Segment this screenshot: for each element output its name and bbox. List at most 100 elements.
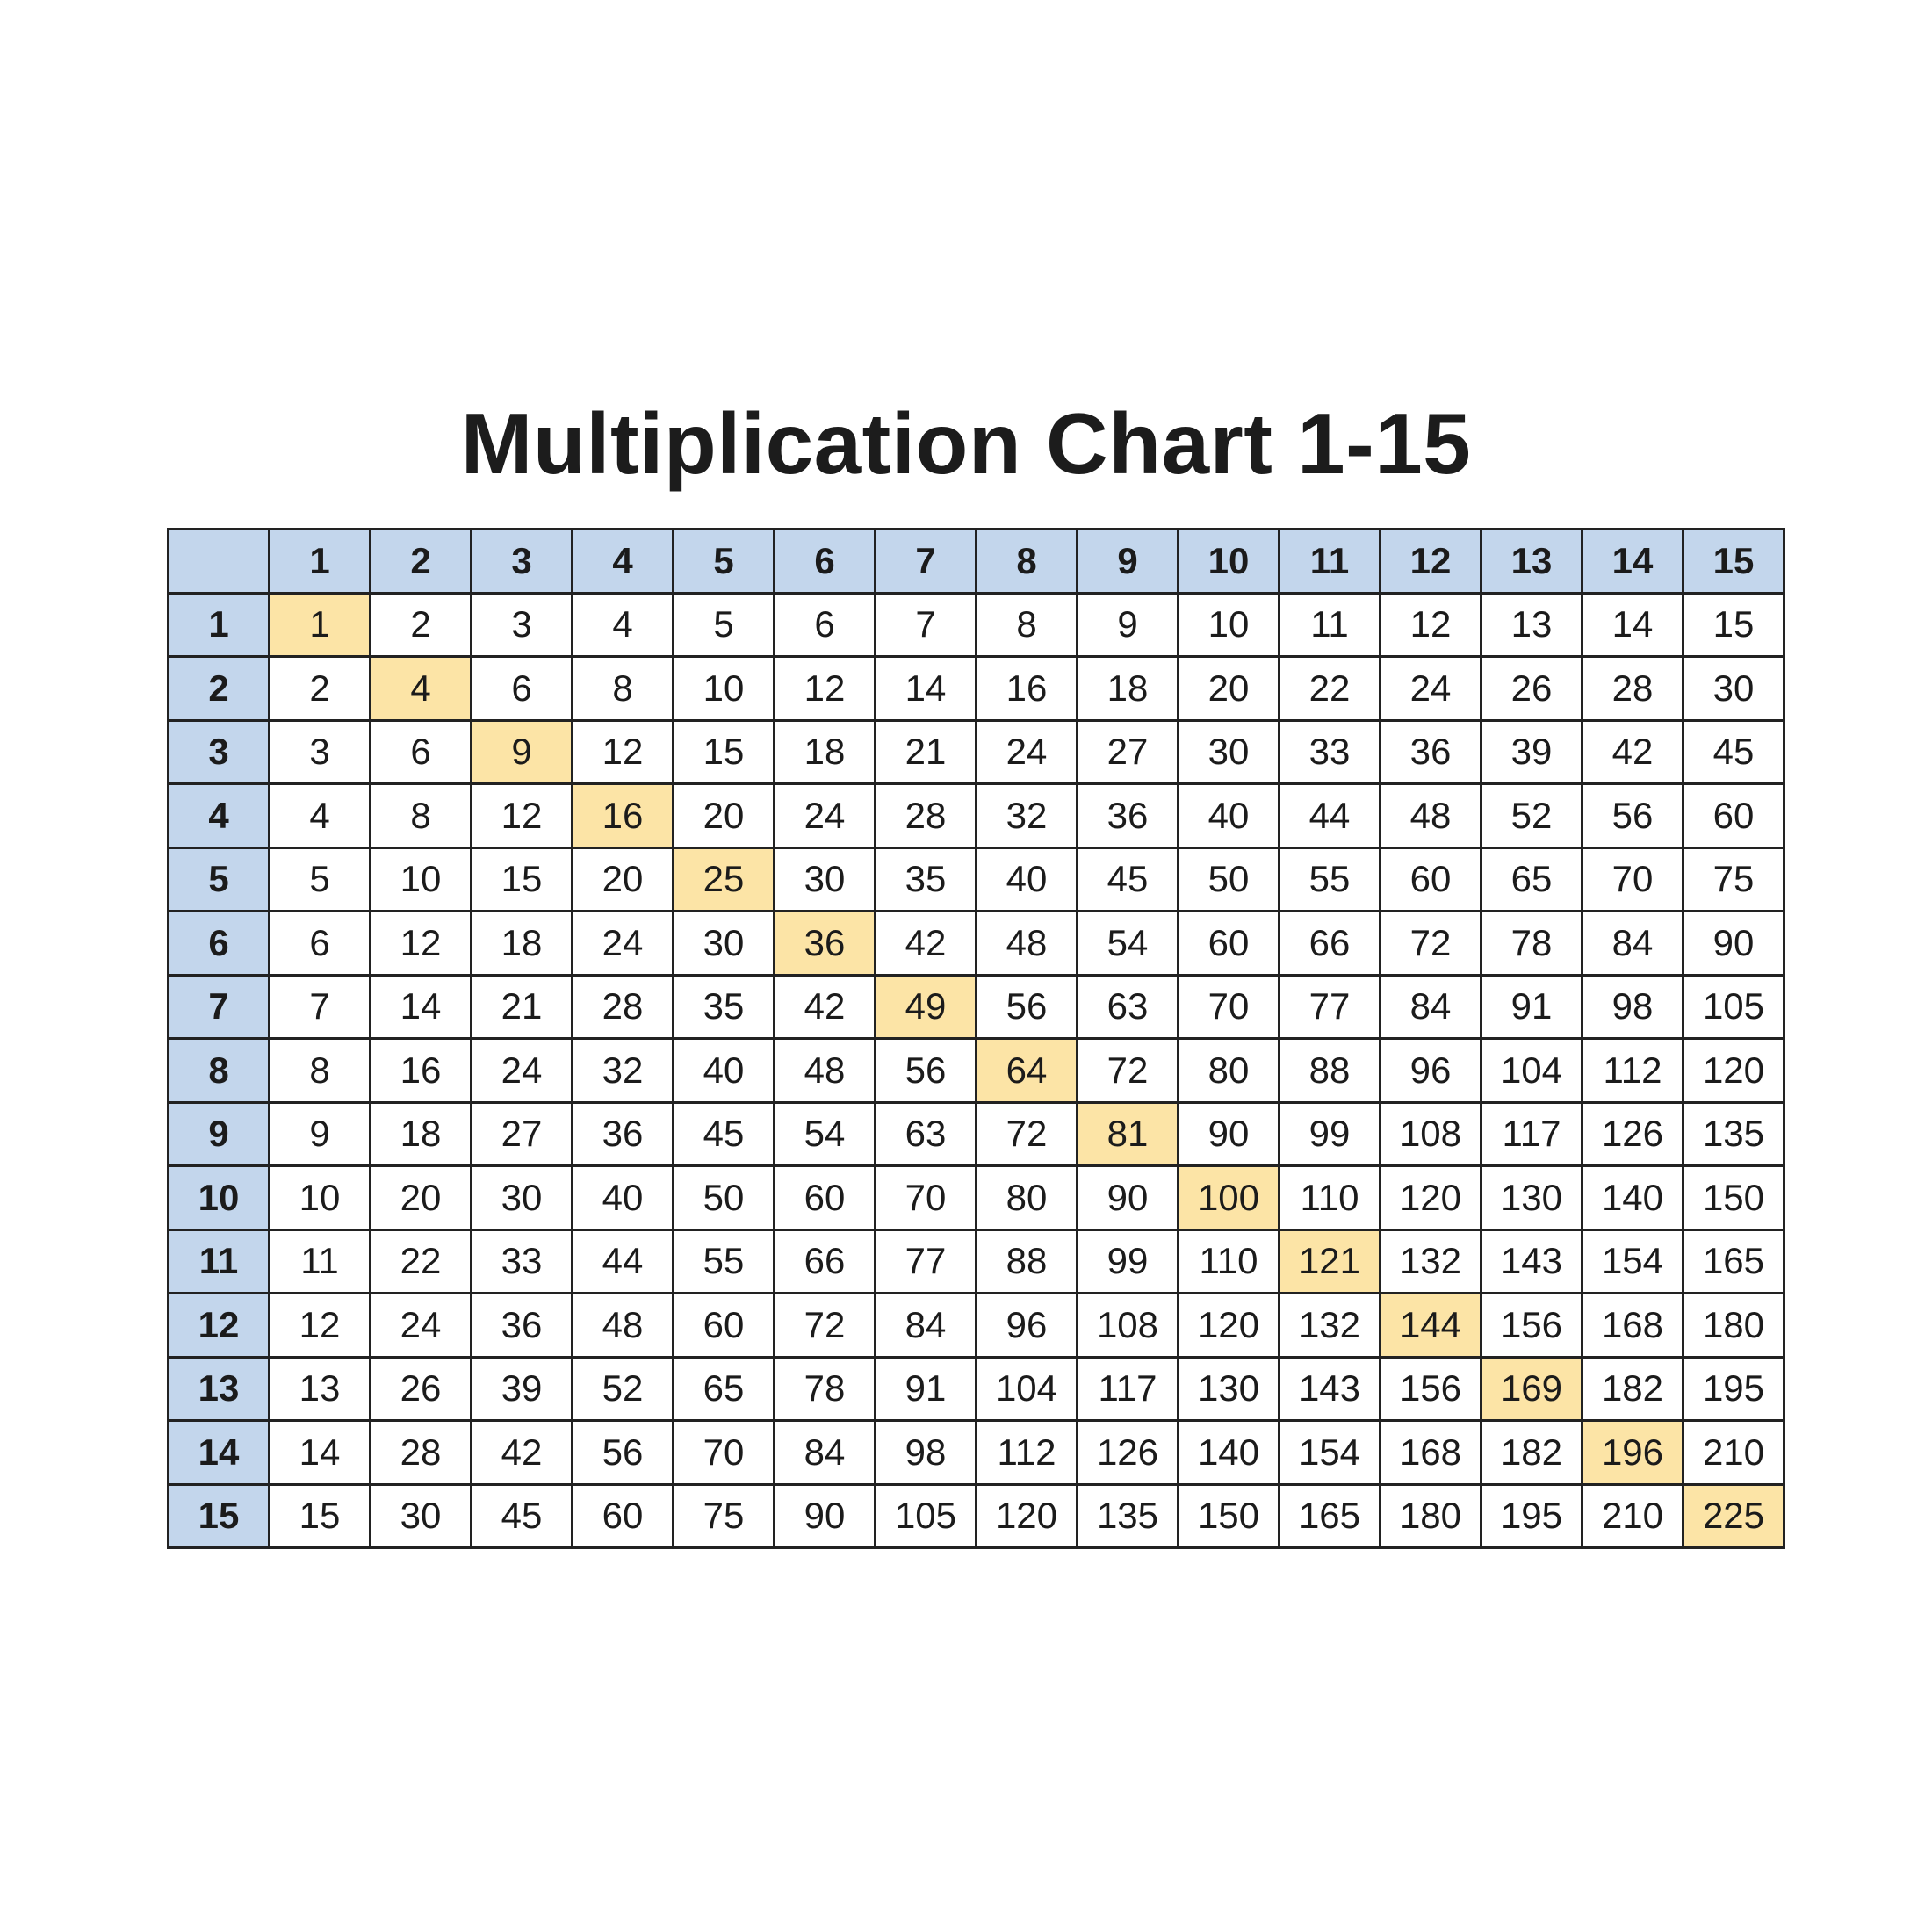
square-cell: 25 (672, 846, 775, 912)
product-cell: 27 (1076, 718, 1179, 785)
product-cell: 84 (773, 1419, 876, 1486)
product-cell: 14 (1581, 591, 1684, 658)
product-cell: 120 (1177, 1292, 1280, 1359)
product-cell: 130 (1177, 1355, 1280, 1422)
product-cell: 28 (571, 973, 674, 1040)
table-row: 11 11 22 33 44 55 66 77 88 99 110 121 132 143 154 165 (167, 1228, 1785, 1294)
product-cell: 10 (268, 1164, 371, 1231)
product-cell: 112 (975, 1419, 1078, 1486)
product-cell: 3 (268, 718, 371, 785)
product-cell: 56 (571, 1419, 674, 1486)
product-cell: 44 (1278, 782, 1381, 849)
product-cell: 5 (268, 846, 371, 912)
column-header: 13 (1480, 528, 1583, 595)
product-cell: 24 (773, 782, 876, 849)
product-cell: 70 (1177, 973, 1280, 1040)
product-cell: 120 (1379, 1164, 1482, 1231)
product-cell: 12 (1379, 591, 1482, 658)
product-cell: 156 (1480, 1292, 1583, 1359)
product-cell: 10 (369, 846, 472, 912)
row-header: 10 (167, 1164, 270, 1231)
product-cell: 77 (1278, 973, 1381, 1040)
product-cell: 72 (773, 1292, 876, 1359)
product-cell: 72 (1379, 910, 1482, 977)
product-cell: 56 (874, 1037, 977, 1104)
product-cell: 50 (1177, 846, 1280, 912)
column-header: 5 (672, 528, 775, 595)
column-header: 2 (369, 528, 472, 595)
row-header: 9 (167, 1100, 270, 1167)
product-cell: 52 (1480, 782, 1583, 849)
product-cell: 195 (1480, 1482, 1583, 1549)
product-cell: 45 (470, 1482, 573, 1549)
product-cell: 35 (874, 846, 977, 912)
product-cell: 140 (1581, 1164, 1684, 1231)
product-cell: 54 (773, 1100, 876, 1167)
product-cell: 60 (571, 1482, 674, 1549)
product-cell: 14 (369, 973, 472, 1040)
product-cell: 40 (571, 1164, 674, 1231)
product-cell: 60 (1379, 846, 1482, 912)
product-cell: 5 (672, 591, 775, 658)
product-cell: 70 (672, 1419, 775, 1486)
column-header: 3 (470, 528, 573, 595)
product-cell: 44 (571, 1228, 674, 1294)
product-cell: 32 (975, 782, 1078, 849)
product-cell: 132 (1379, 1228, 1482, 1294)
product-cell: 52 (571, 1355, 674, 1422)
product-cell: 9 (268, 1100, 371, 1167)
product-cell: 6 (773, 591, 876, 658)
product-cell: 60 (1682, 782, 1785, 849)
product-cell: 120 (975, 1482, 1078, 1549)
product-cell: 72 (975, 1100, 1078, 1167)
table-row: 1 1 2 3 4 5 6 7 8 9 10 11 12 13 14 15 (167, 591, 1785, 658)
square-cell: 49 (874, 973, 977, 1040)
product-cell: 48 (975, 910, 1078, 977)
product-cell: 66 (1278, 910, 1381, 977)
product-cell: 84 (1379, 973, 1482, 1040)
product-cell: 42 (1581, 718, 1684, 785)
table-row: 8 8 16 24 32 40 48 56 64 72 80 88 96 104 112 120 (167, 1037, 1785, 1104)
product-cell: 105 (1682, 973, 1785, 1040)
product-cell: 24 (571, 910, 674, 977)
product-cell: 12 (773, 655, 876, 722)
product-cell: 126 (1076, 1419, 1179, 1486)
product-cell: 54 (1076, 910, 1179, 977)
product-cell: 40 (1177, 782, 1280, 849)
product-cell: 66 (773, 1228, 876, 1294)
product-cell: 9 (1076, 591, 1179, 658)
product-cell: 26 (369, 1355, 472, 1422)
table-row: 5 5 10 15 20 25 30 35 40 45 50 55 60 65 70 75 (167, 846, 1785, 912)
product-cell: 80 (1177, 1037, 1280, 1104)
table-row: 9 9 18 27 36 45 54 63 72 81 90 99 108 117 126 135 (167, 1100, 1785, 1167)
product-cell: 10 (672, 655, 775, 722)
column-header: 6 (773, 528, 876, 595)
product-cell: 30 (369, 1482, 472, 1549)
product-cell: 180 (1379, 1482, 1482, 1549)
product-cell: 35 (672, 973, 775, 1040)
product-cell: 40 (975, 846, 1078, 912)
column-header: 1 (268, 528, 371, 595)
row-header: 15 (167, 1482, 270, 1549)
product-cell: 143 (1480, 1228, 1583, 1294)
product-cell: 39 (470, 1355, 573, 1422)
product-cell: 182 (1581, 1355, 1684, 1422)
product-cell: 14 (268, 1419, 371, 1486)
column-header: 15 (1682, 528, 1785, 595)
row-header: 7 (167, 973, 270, 1040)
row-header: 5 (167, 846, 270, 912)
product-cell: 56 (1581, 782, 1684, 849)
product-cell: 15 (268, 1482, 371, 1549)
product-cell: 30 (672, 910, 775, 977)
product-cell: 132 (1278, 1292, 1381, 1359)
product-cell: 36 (1076, 782, 1179, 849)
row-header: 4 (167, 782, 270, 849)
product-cell: 182 (1480, 1419, 1583, 1486)
product-cell: 15 (1682, 591, 1785, 658)
product-cell: 90 (1076, 1164, 1179, 1231)
table-row: 13 13 26 39 52 65 78 91 104 117 130 143 156 169 182 195 (167, 1355, 1785, 1422)
row-header: 3 (167, 718, 270, 785)
table-row: 10 10 20 30 40 50 60 70 80 90 100 110 120 130 140 150 (167, 1164, 1785, 1231)
product-cell: 40 (672, 1037, 775, 1104)
product-cell: 90 (773, 1482, 876, 1549)
